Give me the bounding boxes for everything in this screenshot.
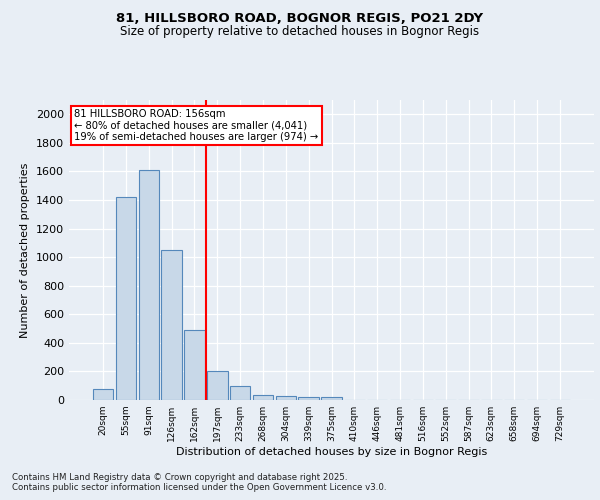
Bar [116,197,136,400]
Bar [298,397,319,400]
Bar [230,386,250,400]
X-axis label: Distribution of detached houses by size in Bognor Regis: Distribution of detached houses by size … [176,447,487,457]
Bar [93,388,113,400]
Bar [184,330,205,400]
Text: 81, HILLSBORO ROAD, BOGNOR REGIS, PO21 2DY: 81, HILLSBORO ROAD, BOGNOR REGIS, PO21 2… [116,12,484,26]
Text: Contains public sector information licensed under the Open Government Licence v3: Contains public sector information licen… [12,484,386,492]
Y-axis label: Number of detached properties: Number of detached properties [20,162,31,338]
Bar [321,397,342,400]
Text: Size of property relative to detached houses in Bognor Regis: Size of property relative to detached ho… [121,25,479,38]
Bar [207,372,227,400]
Bar [161,250,182,400]
Text: 81 HILLSBORO ROAD: 156sqm
← 80% of detached houses are smaller (4,041)
19% of se: 81 HILLSBORO ROAD: 156sqm ← 80% of detac… [74,109,319,142]
Bar [139,170,159,400]
Bar [253,394,273,400]
Bar [275,396,296,400]
Text: Contains HM Land Registry data © Crown copyright and database right 2025.: Contains HM Land Registry data © Crown c… [12,472,347,482]
